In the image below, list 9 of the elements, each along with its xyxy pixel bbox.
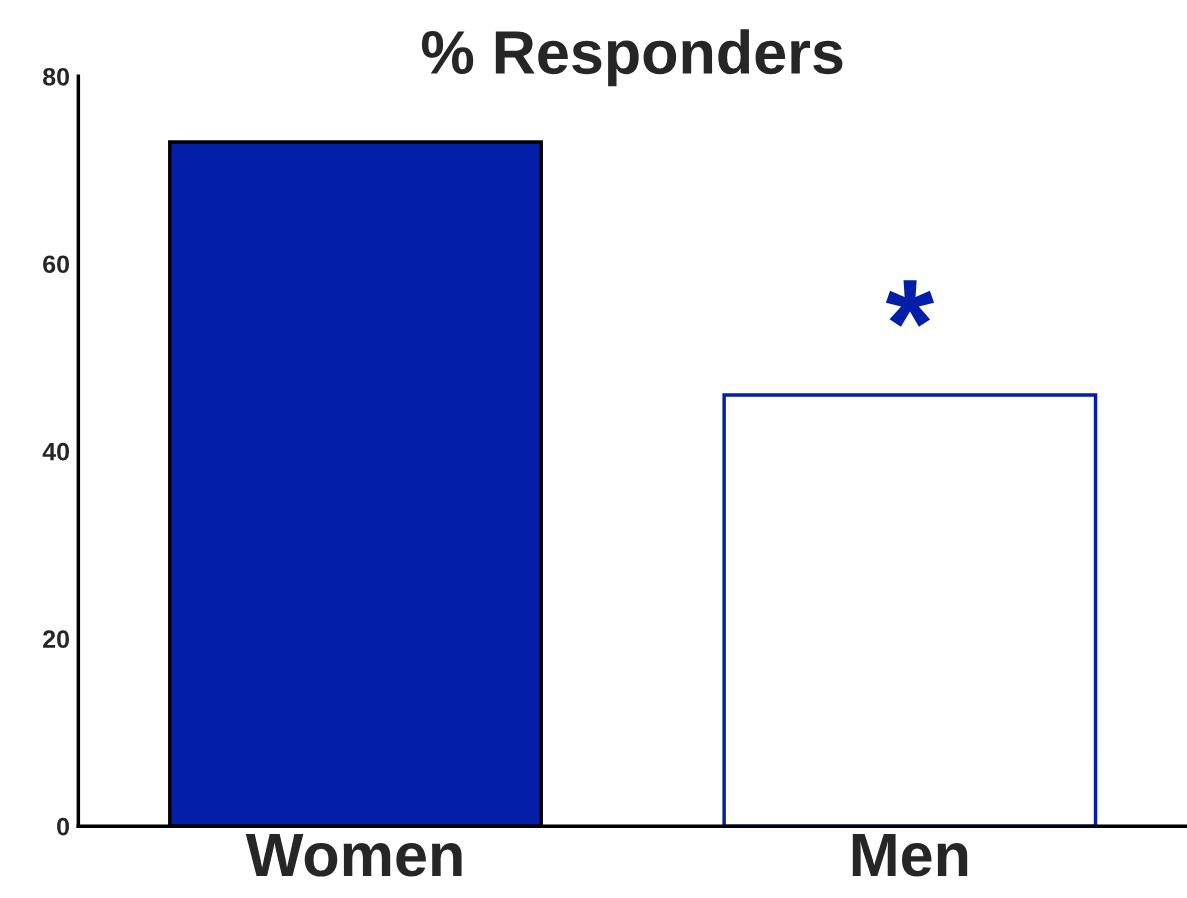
y-tick-label: 40 [42,442,69,461]
y-tick-label: 20 [43,630,69,649]
annotation: * [885,280,935,327]
x-tick-label: Men [852,833,968,877]
chart-title: % Responders [421,29,843,87]
x-tick-label: Women [245,833,462,877]
y-tick-label: 60 [43,255,69,274]
y-tick-label: 0 [57,817,69,836]
y-tick-label: 80 [43,67,69,86]
